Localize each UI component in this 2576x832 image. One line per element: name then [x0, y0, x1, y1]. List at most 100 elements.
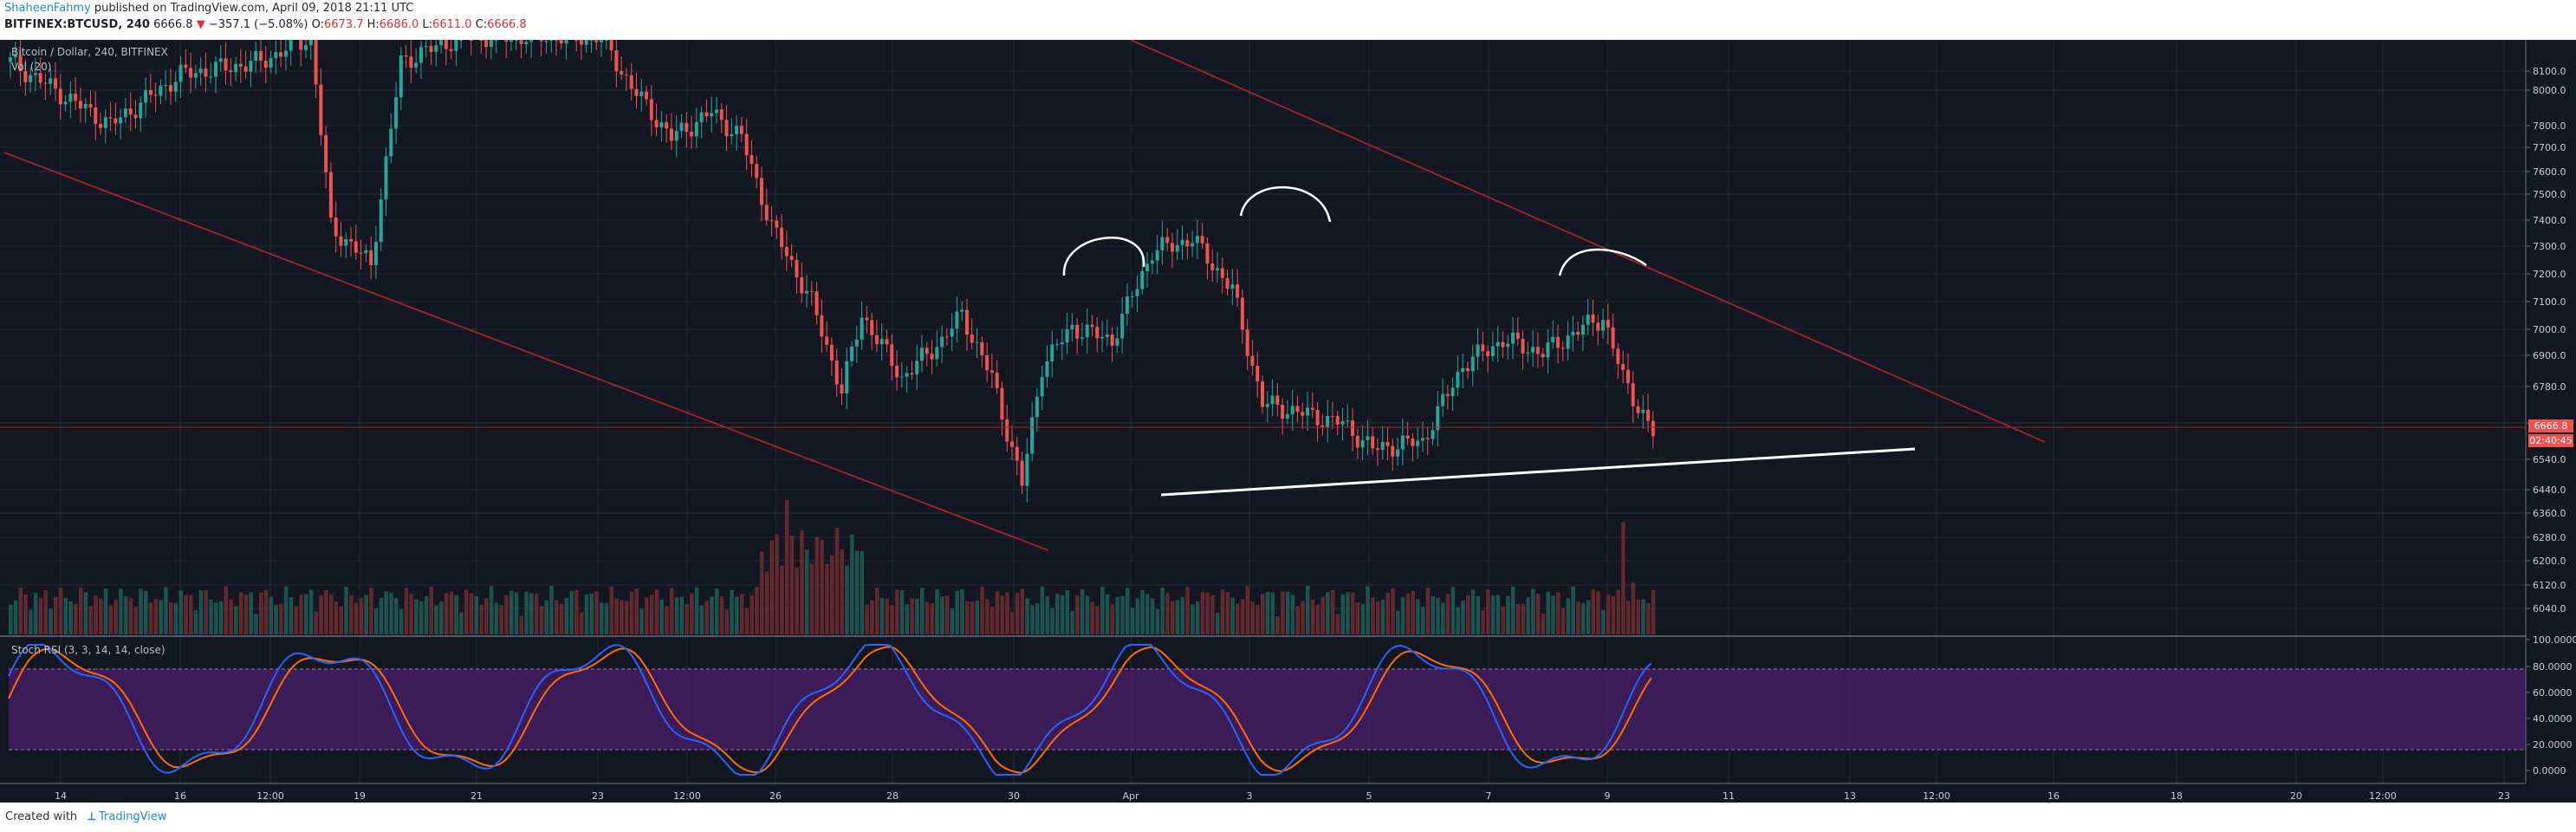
trendline-upper[interactable]	[1130, 40, 2046, 443]
volume-bar	[1080, 588, 1085, 634]
candle-body	[1240, 297, 1244, 330]
volume-bar	[373, 608, 379, 634]
trendline-lower[interactable]	[3, 152, 1049, 551]
rsi-tick-label: 40.0000	[2533, 713, 2573, 725]
rsi-band	[9, 669, 2526, 750]
volume-bar	[489, 586, 494, 634]
volume-bar	[1075, 595, 1080, 634]
volume-bar	[594, 591, 599, 634]
volume-bar	[1580, 602, 1586, 634]
candle-body	[719, 109, 723, 120]
support-line[interactable]	[1160, 447, 1916, 497]
volume-bar	[1285, 591, 1290, 634]
volume-bar	[1065, 589, 1070, 634]
candle-body	[193, 73, 198, 78]
candle-body	[944, 336, 949, 338]
volume-bar	[769, 540, 775, 634]
chart-canvas[interactable]: Bitcoin / Dollar, 240, BITFINEX Vol (20)…	[0, 40, 2576, 803]
volume-bar	[13, 601, 18, 634]
candle-body	[13, 55, 17, 58]
volume-bar	[995, 591, 1000, 634]
volume-bar	[354, 602, 359, 634]
candle-body	[83, 104, 88, 109]
volume-bar	[865, 604, 869, 634]
time-tick-label: 12:00	[673, 790, 701, 802]
open-value: 6673.7	[323, 18, 364, 31]
volume-bar	[584, 594, 589, 634]
price-tick-label: 7200.0	[2533, 269, 2566, 280]
volume-bar	[724, 609, 730, 634]
volume-bar	[784, 500, 789, 634]
volume-bar	[1445, 594, 1450, 634]
candle-body	[444, 40, 448, 49]
volume-bar	[739, 594, 744, 634]
arc-left-shoulder[interactable]	[1062, 237, 1145, 276]
volume-bar	[234, 606, 238, 634]
candle-body	[1225, 277, 1230, 289]
candle-body	[820, 315, 824, 337]
volume-bar	[394, 598, 399, 634]
volume-bar	[539, 606, 544, 634]
candle-body	[739, 126, 743, 134]
volume-bar	[1591, 588, 1595, 634]
volume-bar	[1360, 603, 1366, 634]
arc-right-shoulder[interactable]	[1558, 248, 1647, 276]
volume-bar	[1055, 594, 1060, 634]
volume-bar	[334, 601, 339, 634]
candle-body	[1580, 324, 1585, 335]
candle-body	[469, 40, 473, 41]
candle-body	[990, 370, 994, 373]
candle-body	[809, 290, 814, 292]
volume-bar	[459, 612, 464, 634]
volume-bar	[259, 592, 263, 634]
volume-bar	[845, 565, 849, 634]
price-badge-value: 6666.8	[2534, 420, 2568, 432]
candle-body	[449, 49, 453, 51]
candle-body	[665, 121, 669, 129]
tradingview-logo-icon: ⟂	[88, 810, 95, 823]
candle-body	[419, 47, 423, 63]
candle-body	[1250, 355, 1255, 366]
candle-body	[645, 91, 649, 100]
candle-body	[304, 45, 308, 50]
candle-body	[209, 76, 213, 78]
author-link[interactable]: ShaheenFahmy	[4, 2, 91, 15]
volume-bar	[449, 591, 454, 634]
time-tick-label: 9	[1605, 790, 1611, 802]
tradingview-link[interactable]: TradingView	[98, 810, 167, 823]
candle-body	[204, 68, 208, 77]
volume-bar	[1301, 601, 1305, 634]
arc-head[interactable]	[1239, 185, 1332, 223]
candle-body	[164, 85, 168, 87]
volume-bar	[1220, 589, 1225, 634]
price-tick-label: 6900.0	[2533, 350, 2566, 361]
volume-bar	[1120, 595, 1125, 634]
volume-bar	[1180, 597, 1185, 634]
volume-bar	[665, 606, 669, 634]
volume-bar	[805, 549, 809, 634]
time-tick-label: 26	[769, 790, 782, 802]
candle-body	[950, 328, 954, 337]
volume-bar	[829, 555, 834, 634]
candle-body	[139, 102, 143, 119]
volume-bar	[189, 595, 193, 634]
volume-bar	[1571, 586, 1575, 634]
volume-bar	[519, 615, 524, 634]
candle-body	[1631, 383, 1635, 406]
volume-bar	[164, 587, 168, 634]
volume-bar	[609, 586, 614, 634]
volume-bar	[1045, 596, 1049, 634]
volume-bar	[899, 590, 905, 634]
candle-body	[620, 71, 624, 75]
volume-bar	[1515, 604, 1521, 634]
candle-body	[1281, 404, 1285, 419]
volume-bar	[123, 596, 128, 634]
volume-bar	[639, 608, 644, 634]
volume-bar	[419, 601, 424, 634]
candle-body	[685, 122, 689, 133]
candle-body	[1496, 341, 1500, 347]
candle-body	[263, 61, 268, 68]
volume-bar	[29, 609, 33, 634]
candle-body	[1306, 407, 1310, 416]
change-arrow-icon: ▼	[196, 18, 205, 31]
